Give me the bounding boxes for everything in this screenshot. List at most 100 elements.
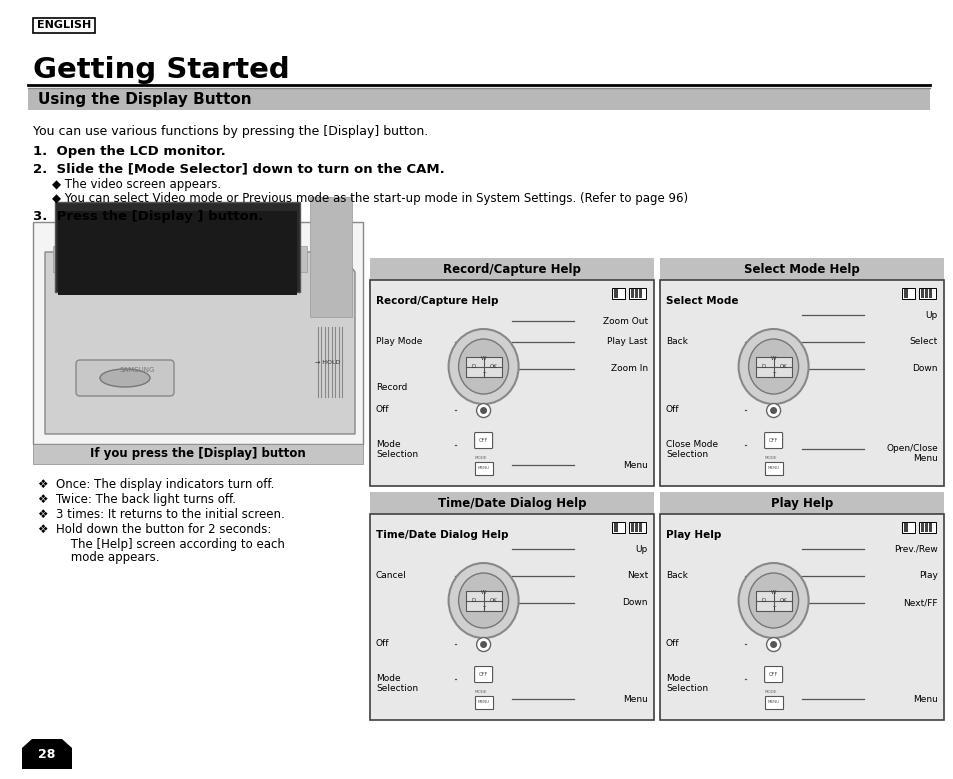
Bar [370, 258, 654, 280]
Text: ❖  3 times: It returns to the initial screen.: ❖ 3 times: It returns to the initial scr… [38, 508, 284, 521]
Text: Play Mode: Play Mode [375, 337, 422, 347]
Bar [928, 289, 931, 298]
Text: Open/Close: Open/Close [885, 444, 937, 453]
Bar [918, 288, 935, 299]
Circle shape [476, 637, 490, 651]
Bar [465, 590, 501, 611]
Bar [630, 289, 634, 298]
Circle shape [766, 404, 780, 418]
Text: Zoom Out: Zoom Out [602, 317, 647, 326]
Bar [639, 523, 641, 532]
Bar [901, 288, 914, 299]
Bar [33, 222, 363, 444]
Polygon shape [22, 739, 71, 769]
Text: OFF: OFF [768, 438, 778, 443]
FancyBboxPatch shape [763, 667, 781, 682]
Text: Menu: Menu [912, 695, 937, 704]
Bar [628, 288, 645, 299]
Circle shape [769, 641, 777, 648]
Text: Record/Capture Help: Record/Capture Help [442, 263, 580, 276]
Bar [635, 289, 638, 298]
Bar [918, 522, 935, 533]
Text: Record/Capture Help: Record/Capture Help [375, 296, 498, 306]
Ellipse shape [738, 329, 808, 404]
Text: The [Help] screen according to each: The [Help] screen according to each [52, 538, 285, 551]
Bar [630, 523, 634, 532]
Text: OFF: OFF [478, 438, 488, 443]
Text: Play Help: Play Help [770, 496, 832, 509]
Bar [924, 289, 927, 298]
Text: Play Help: Play Help [665, 530, 720, 540]
Text: MENU: MENU [477, 700, 489, 703]
Text: Close Mode: Close Mode [665, 440, 718, 449]
Bar [639, 289, 641, 298]
Text: W: W [770, 590, 776, 595]
FancyBboxPatch shape [474, 432, 492, 449]
Text: Off: Off [665, 640, 679, 648]
Text: OK: OK [489, 598, 497, 603]
Text: Back: Back [665, 571, 687, 580]
Text: SAMSUNG: SAMSUNG [120, 367, 155, 373]
Text: OK: OK [489, 364, 497, 369]
FancyBboxPatch shape [474, 667, 492, 682]
Text: OFF: OFF [768, 672, 778, 677]
Text: W: W [480, 590, 486, 595]
Bar [659, 280, 943, 486]
Text: Mode: Mode [375, 674, 400, 683]
Text: MENU: MENU [477, 466, 489, 470]
Text: D: D [471, 598, 476, 603]
Text: T: T [771, 372, 775, 377]
Text: Menu: Menu [912, 454, 937, 463]
Text: Off: Off [665, 405, 679, 414]
Ellipse shape [458, 573, 508, 628]
Bar [55, 202, 299, 292]
Text: 28: 28 [38, 748, 55, 760]
Text: ◆ The video screen appears.: ◆ The video screen appears. [52, 178, 221, 191]
Text: Getting Started: Getting Started [33, 56, 290, 84]
Text: Down: Down [911, 364, 937, 373]
Polygon shape [45, 252, 355, 434]
Text: T: T [771, 606, 775, 611]
Bar [614, 523, 618, 532]
Text: Next/FF: Next/FF [902, 598, 937, 607]
Ellipse shape [748, 339, 798, 394]
Text: ENGLISH: ENGLISH [37, 20, 91, 30]
Text: 3.  Press the [Display ] button.: 3. Press the [Display ] button. [33, 210, 263, 223]
Text: Prev./Rew: Prev./Rew [893, 545, 937, 554]
Bar [920, 523, 923, 532]
Text: If you press the [Display] button: If you press the [Display] button [90, 447, 306, 460]
Text: 2.  Slide the [Mode Selector] down to turn on the CAM.: 2. Slide the [Mode Selector] down to tur… [33, 162, 444, 175]
Bar [33, 18, 95, 33]
Bar [614, 289, 618, 298]
Text: MODE: MODE [763, 689, 776, 693]
Bar [659, 258, 943, 280]
Circle shape [479, 407, 487, 414]
Text: → HOLD: → HOLD [315, 359, 340, 365]
Bar [370, 514, 654, 720]
Bar [920, 289, 923, 298]
Bar [370, 280, 654, 486]
Ellipse shape [738, 563, 808, 638]
Bar [659, 492, 943, 514]
FancyBboxPatch shape [763, 432, 781, 449]
Bar [659, 514, 943, 720]
Text: T: T [481, 372, 485, 377]
Text: mode appears.: mode appears. [52, 551, 159, 564]
Bar [903, 523, 907, 532]
FancyBboxPatch shape [76, 360, 173, 396]
Text: Back: Back [665, 337, 687, 347]
Text: Using the Display Button: Using the Display Button [38, 91, 252, 107]
Text: Mode: Mode [665, 674, 690, 683]
Bar [58, 211, 296, 295]
Text: Selection: Selection [375, 684, 417, 693]
Text: Play: Play [918, 571, 937, 580]
Ellipse shape [748, 573, 798, 628]
Text: Record: Record [375, 382, 407, 392]
Text: W: W [770, 356, 776, 361]
Text: Next: Next [626, 571, 647, 580]
Bar [755, 590, 791, 611]
Bar [924, 523, 927, 532]
Bar [901, 522, 914, 533]
Text: ❖  Hold down the button for 2 seconds:: ❖ Hold down the button for 2 seconds: [38, 523, 271, 536]
Bar [474, 696, 492, 709]
